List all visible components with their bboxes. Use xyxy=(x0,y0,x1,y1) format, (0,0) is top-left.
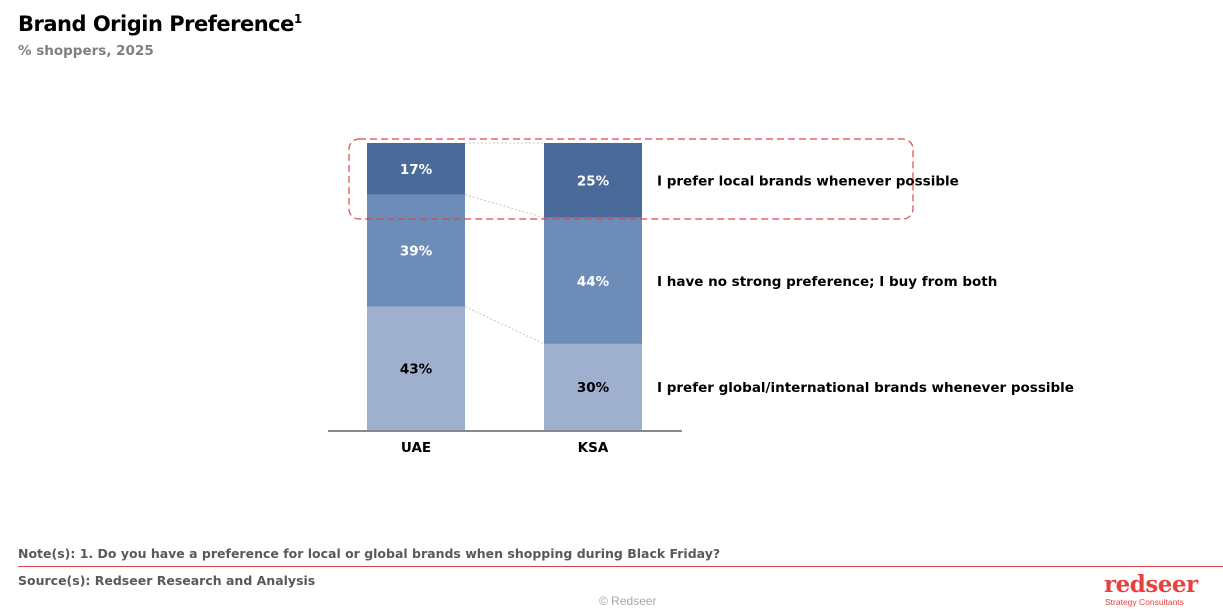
page-title: Brand Origin Preference1 xyxy=(18,12,302,36)
data-label: 30% xyxy=(577,380,610,396)
highlight-box xyxy=(348,138,914,220)
legend-label: I prefer global/international brands whe… xyxy=(657,380,1074,396)
bar-segment xyxy=(544,217,642,344)
divider xyxy=(18,566,1223,567)
copyright: © Redseer xyxy=(599,594,657,608)
source-note: Source(s): Redseer Research and Analysis xyxy=(18,573,316,588)
x-tick-label: UAE xyxy=(401,440,431,456)
subtitle: % shoppers, 2025 xyxy=(18,43,154,59)
data-label: 43% xyxy=(400,361,433,377)
bar-segment xyxy=(367,306,465,430)
data-label: 44% xyxy=(577,274,610,290)
data-label: 25% xyxy=(577,173,610,189)
logo-tagline: Strategy Consultants xyxy=(1105,597,1184,607)
legend-label: I have no strong preference; I buy from … xyxy=(657,274,997,290)
data-label: 17% xyxy=(400,162,433,178)
legend-label: I prefer local brands whenever possible xyxy=(657,173,959,189)
data-label: 39% xyxy=(400,244,433,260)
footnote: Note(s): 1. Do you have a preference for… xyxy=(18,546,721,561)
bar-segment xyxy=(544,343,642,430)
x-tick-label: KSA xyxy=(578,440,609,456)
connector-line xyxy=(464,194,545,219)
bar-segment xyxy=(367,143,465,195)
bar-segment xyxy=(544,143,642,218)
bar-segment xyxy=(367,194,465,307)
redseer-logo: redseer xyxy=(1104,571,1198,598)
connector-line xyxy=(464,306,545,345)
